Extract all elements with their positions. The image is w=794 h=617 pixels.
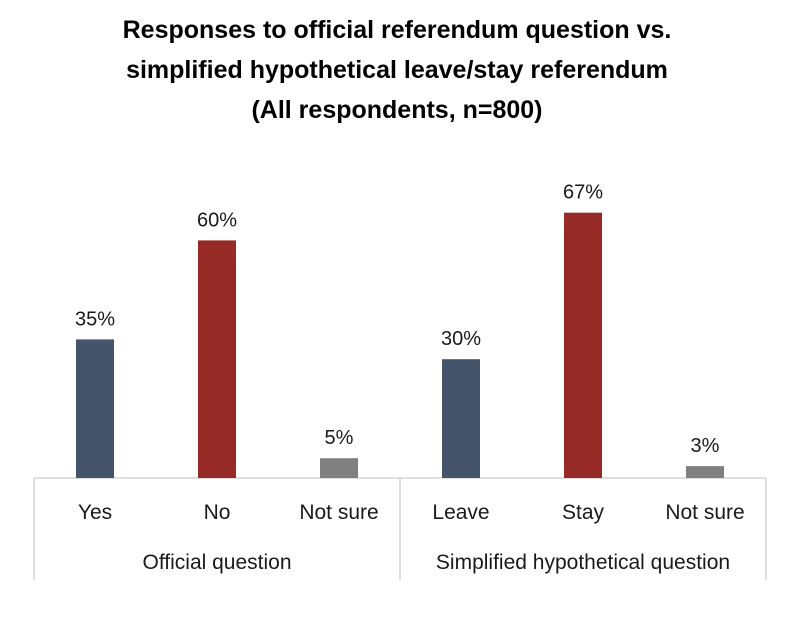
data-label: 3%: [691, 435, 720, 457]
data-label: 67%: [563, 182, 603, 204]
chart-title: Responses to official referendum questio…: [0, 10, 794, 130]
bar-2-leave: [442, 359, 480, 478]
chart-title-line-2: simplified hypothetical leave/stay refer…: [126, 56, 668, 84]
data-label: 60%: [197, 209, 237, 231]
chart-title-line-1: Responses to official referendum questio…: [122, 16, 672, 44]
data-label: 5%: [325, 427, 354, 449]
x-tick-label: Yes: [78, 501, 112, 524]
group-label: Simplified hypothetical question: [436, 551, 730, 574]
x-tick-label: Not sure: [299, 501, 378, 524]
bar-1-yes: [76, 339, 114, 478]
data-label: 35%: [75, 308, 115, 330]
data-label: 30%: [441, 328, 481, 350]
x-tick-label: No: [204, 501, 231, 524]
x-tick-label: Leave: [432, 501, 489, 524]
bar-1-no: [198, 240, 236, 478]
chart-title-line-3: (All respondents, n=800): [251, 96, 543, 124]
group-label: Official question: [142, 551, 291, 574]
x-tick-label: Not sure: [665, 501, 744, 524]
bar-2-not-sure: [686, 466, 724, 478]
bar-2-stay: [564, 212, 602, 478]
bar-1-not-sure: [320, 458, 358, 478]
x-tick-label: Stay: [562, 501, 605, 524]
